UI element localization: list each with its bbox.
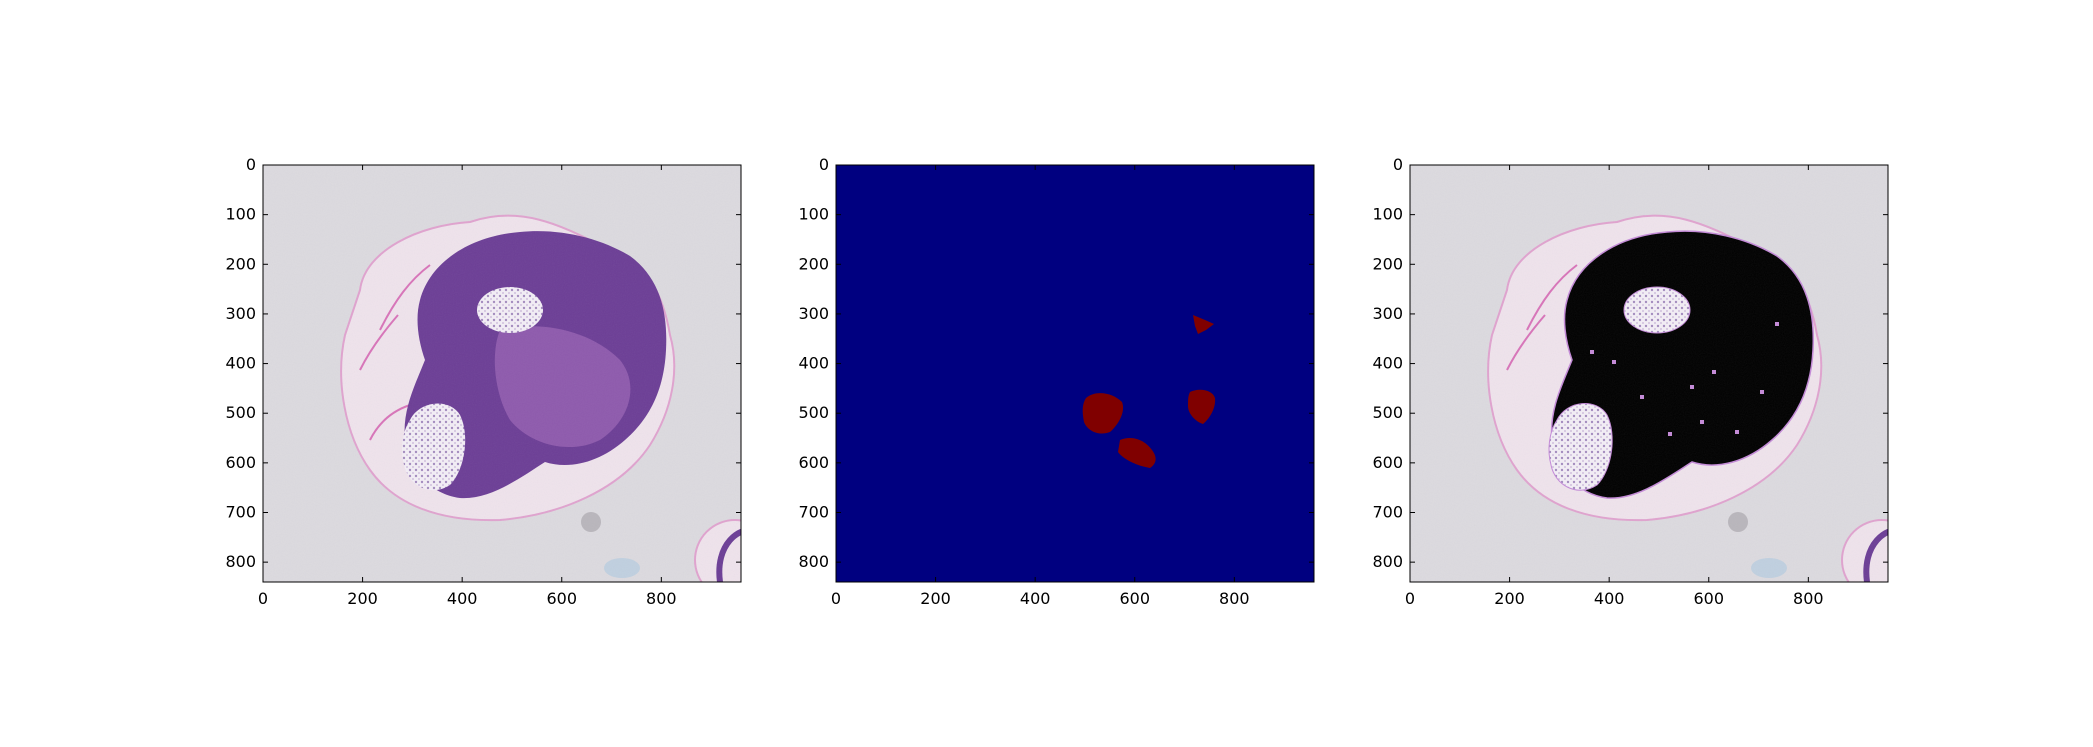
y-tick-label: 200	[798, 254, 829, 273]
x-tick-label: 0	[831, 589, 841, 608]
y-tick-label: 800	[798, 552, 829, 571]
axes-frame	[835, 164, 1315, 583]
y-tick-label: 800	[1372, 552, 1403, 571]
y-tick-label: 200	[225, 254, 256, 273]
y-tick-label: 800	[225, 552, 256, 571]
y-tick-label: 700	[1372, 503, 1403, 522]
x-tick-label: 600	[1119, 589, 1150, 608]
x-tick-label: 200	[1494, 589, 1525, 608]
x-tick-label: 200	[920, 589, 951, 608]
y-tick-label: 400	[1372, 354, 1403, 373]
x-tick-label: 400	[447, 589, 478, 608]
y-tick-label: 200	[1372, 254, 1403, 273]
y-tick-label: 100	[798, 205, 829, 224]
y-tick-label: 400	[798, 354, 829, 373]
y-tick-label: 700	[798, 503, 829, 522]
y-tick-label: 300	[798, 304, 829, 323]
x-tick-label: 800	[1219, 589, 1250, 608]
y-tick-label: 600	[225, 453, 256, 472]
mask-background	[836, 165, 1314, 582]
axes-frame	[262, 164, 742, 583]
y-tick-label: 0	[246, 155, 256, 174]
y-tick-label: 100	[1372, 205, 1403, 224]
y-tick-label: 300	[225, 304, 256, 323]
x-tick-label: 800	[646, 589, 677, 608]
mask-region-3	[1188, 389, 1216, 424]
y-tick-label: 0	[819, 155, 829, 174]
mask-region-2	[1082, 393, 1124, 434]
x-tick-label: 400	[1594, 589, 1625, 608]
y-tick-label: 600	[798, 453, 829, 472]
x-tick-label: 400	[1020, 589, 1051, 608]
x-tick-label: 0	[1405, 589, 1415, 608]
x-tick-label: 0	[258, 589, 268, 608]
x-tick-label: 600	[546, 589, 577, 608]
x-tick-label: 600	[1693, 589, 1724, 608]
mask-region-4	[1118, 438, 1156, 468]
y-tick-label: 100	[225, 205, 256, 224]
y-tick-label: 500	[1372, 403, 1403, 422]
y-tick-label: 0	[1393, 155, 1403, 174]
x-tick-label: 200	[347, 589, 378, 608]
y-tick-label: 700	[225, 503, 256, 522]
axes-frame	[1409, 164, 1889, 583]
mask-region-1	[1193, 315, 1214, 334]
y-tick-label: 500	[798, 403, 829, 422]
y-tick-label: 300	[1372, 304, 1403, 323]
y-tick-label: 500	[225, 403, 256, 422]
x-tick-label: 800	[1793, 589, 1824, 608]
y-tick-label: 400	[225, 354, 256, 373]
y-tick-label: 600	[1372, 453, 1403, 472]
